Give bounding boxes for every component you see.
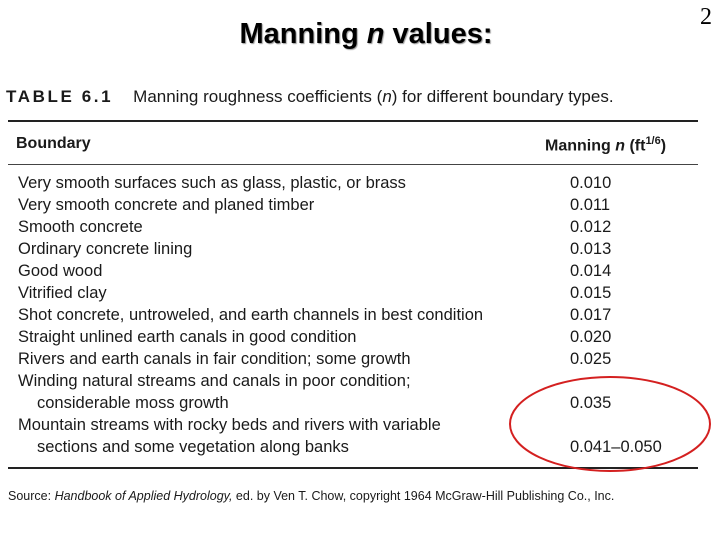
row-manning-n: 0.017 bbox=[570, 306, 612, 324]
table-row: Good wood 0.014 bbox=[18, 260, 698, 282]
row-boundary: Straight unlined earth canals in good co… bbox=[18, 328, 357, 346]
row-boundary: Vitrified clay bbox=[18, 284, 107, 302]
row-boundary-continued: sections and some vegetation along banks bbox=[37, 438, 349, 456]
row-boundary: Rivers and earth canals in fair conditio… bbox=[18, 350, 411, 368]
table-row: Shot concrete, untroweled, and earth cha… bbox=[18, 304, 698, 326]
row-manning-n: 0.013 bbox=[570, 240, 612, 258]
row-manning-n: 0.025 bbox=[570, 350, 612, 368]
table-bottom-rule bbox=[8, 467, 698, 469]
slide-number: 2 bbox=[700, 4, 712, 30]
header-unit-exponent: 1/6 bbox=[645, 135, 661, 147]
caption-italic-n: n bbox=[382, 87, 392, 106]
row-manning-n: 0.011 bbox=[570, 196, 611, 214]
row-boundary: Mountain streams with rocky beds and riv… bbox=[18, 416, 441, 434]
caption-text: Manning roughness coefficients ( bbox=[133, 87, 383, 106]
title-italic-n: n bbox=[366, 18, 385, 50]
header-value-italic-n: n bbox=[615, 137, 625, 155]
row-manning-n: 0.041–0.050 bbox=[570, 438, 662, 456]
header-value-text: Manning bbox=[545, 137, 616, 155]
table-top-rule bbox=[8, 120, 698, 122]
table-row: Mountain streams with rocky beds and riv… bbox=[18, 414, 698, 458]
source-details: ed. by Ven T. Chow, copyright 1964 McGra… bbox=[232, 489, 615, 503]
table-body: Very smooth surfaces such as glass, plas… bbox=[18, 172, 698, 458]
row-boundary: Very smooth concrete and planed timber bbox=[18, 196, 315, 214]
source-citation: Source: Handbook of Applied Hydrology, e… bbox=[8, 489, 614, 503]
table-row: Ordinary concrete lining 0.013 bbox=[18, 238, 698, 260]
row-manning-n: 0.010 bbox=[570, 174, 612, 192]
column-header-boundary: Boundary bbox=[16, 135, 91, 152]
column-header-manning-n: Manning n (ft1/6) bbox=[545, 135, 666, 155]
row-boundary: Shot concrete, untroweled, and earth cha… bbox=[18, 306, 484, 324]
title-text: Manning bbox=[239, 18, 367, 50]
table-row: Very smooth surfaces such as glass, plas… bbox=[18, 172, 698, 194]
slide-title: Manning n values: bbox=[0, 18, 720, 51]
row-boundary: Good wood bbox=[18, 262, 103, 280]
row-manning-n: 0.015 bbox=[570, 284, 612, 302]
row-manning-n: 0.012 bbox=[570, 218, 612, 236]
row-boundary-continued: considerable moss growth bbox=[37, 394, 229, 412]
caption-suffix: ) for different boundary types. bbox=[391, 87, 614, 106]
table-row: Smooth concrete 0.012 bbox=[18, 216, 698, 238]
table-row: Vitrified clay 0.015 bbox=[18, 282, 698, 304]
row-boundary: Winding natural streams and canals in po… bbox=[18, 372, 411, 390]
row-manning-n: 0.020 bbox=[570, 328, 612, 346]
table-row: Very smooth concrete and planed timber 0.… bbox=[18, 194, 698, 216]
header-unit-text: (ft bbox=[625, 137, 646, 155]
row-manning-n: 0.014 bbox=[570, 262, 612, 280]
header-unit-close: ) bbox=[660, 137, 667, 155]
source-prefix: Source: bbox=[8, 489, 55, 503]
row-manning-n: 0.035 bbox=[570, 394, 612, 412]
table-caption: TABLE 6.1 Manning roughness coefficients … bbox=[6, 87, 614, 107]
source-book-title: Handbook of Applied Hydrology, bbox=[54, 489, 233, 503]
table-label: TABLE 6.1 bbox=[6, 87, 114, 106]
table-row: Winding natural streams and canals in po… bbox=[18, 370, 698, 414]
table-header-rule bbox=[8, 164, 698, 165]
row-boundary: Very smooth surfaces such as glass, plas… bbox=[18, 174, 406, 192]
row-boundary: Smooth concrete bbox=[18, 218, 143, 236]
table-row: Rivers and earth canals in fair conditio… bbox=[18, 348, 698, 370]
table-row: Straight unlined earth canals in good co… bbox=[18, 326, 698, 348]
title-suffix: values: bbox=[384, 18, 493, 50]
row-boundary: Ordinary concrete lining bbox=[18, 240, 193, 258]
